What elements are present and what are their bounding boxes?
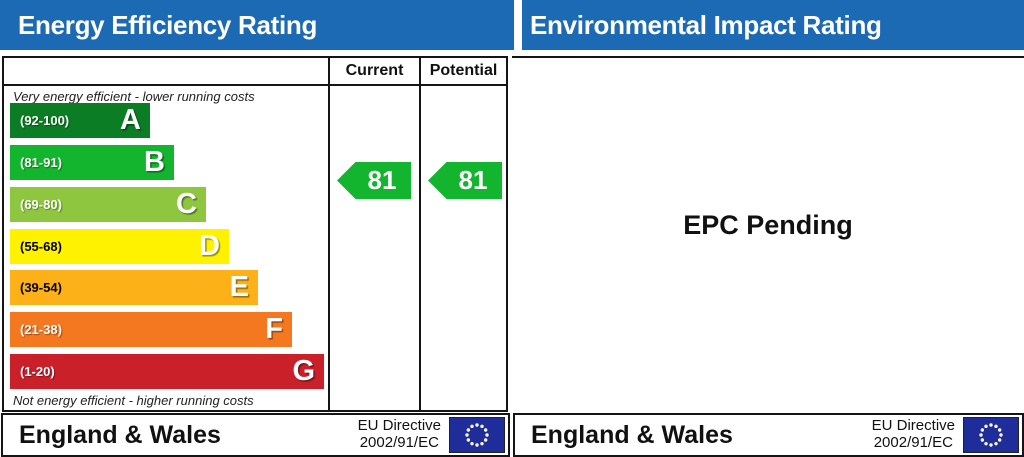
band-letter: G — [292, 355, 315, 387]
band-g: (1-20) G — [10, 354, 324, 389]
band-letter: E — [229, 271, 249, 303]
potential-rating-arrow: 81 — [428, 162, 502, 199]
epc-pending-message: EPC Pending — [683, 210, 853, 240]
eu-directive-text: EU Directive 2002/91/EC — [871, 417, 955, 452]
band-c: (69-80) C — [10, 187, 206, 222]
band-range: (81-91) — [20, 155, 62, 170]
inefficient-note: Not energy efficient - higher running co… — [13, 393, 254, 408]
current-rating-value: 81 — [367, 165, 397, 195]
current-rating-arrow: 81 — [337, 162, 411, 199]
region-label: England & Wales — [531, 420, 733, 449]
band-f: (21-38) F — [10, 312, 292, 347]
eu-flag-icon — [449, 417, 505, 453]
band-b: (81-91) B — [10, 145, 174, 180]
efficient-note: Very energy efficient - lower running co… — [13, 89, 255, 104]
region-label: England & Wales — [19, 420, 221, 449]
column-divider — [328, 58, 330, 410]
band-letter: A — [120, 104, 141, 136]
environmental-impact-title: Environmental Impact Rating — [530, 10, 882, 40]
eu-directive-line2: 2002/91/EC — [359, 434, 439, 451]
energy-efficiency-title: Energy Efficiency Rating — [18, 10, 318, 40]
energy-efficiency-header: Energy Efficiency Rating — [0, 0, 514, 50]
band-d: (55-68) D — [10, 229, 229, 264]
header-row-divider — [4, 84, 506, 86]
band-range: (92-100) — [20, 113, 70, 128]
band-letter: C — [176, 188, 197, 220]
column-divider — [419, 58, 421, 410]
band-range: (69-80) — [20, 197, 62, 212]
band-letter: B — [144, 146, 165, 178]
band-range: (1-20) — [20, 364, 55, 379]
current-column-header: Current — [345, 62, 404, 79]
eu-directive-line1: EU Directive — [357, 417, 441, 435]
band-range: (55-68) — [20, 239, 62, 254]
band-range: (39-54) — [20, 280, 62, 295]
footer-environmental: England & Wales EU Directive 2002/91/EC — [513, 413, 1024, 457]
potential-rating-value: 81 — [458, 165, 488, 195]
band-range: (21-38) — [20, 322, 62, 337]
footer-energy: England & Wales EU Directive 2002/91/EC — [1, 413, 510, 457]
eu-directive-line2: 2002/91/EC — [873, 434, 953, 451]
band-letter: D — [199, 230, 220, 262]
potential-column-header: Potential — [429, 62, 498, 79]
right-panel-top-border — [512, 56, 1024, 58]
band-e: (39-54) E — [10, 270, 258, 305]
environmental-impact-header: Environmental Impact Rating — [522, 0, 1024, 50]
band-letter: F — [265, 313, 283, 345]
energy-rating-table: Current Potential Very energy efficient … — [2, 56, 508, 412]
band-a: (92-100) A — [10, 103, 150, 138]
eu-directive-line1: EU Directive — [871, 417, 955, 435]
eu-directive-text: EU Directive 2002/91/EC — [357, 417, 441, 452]
eu-flag-icon — [963, 417, 1019, 453]
